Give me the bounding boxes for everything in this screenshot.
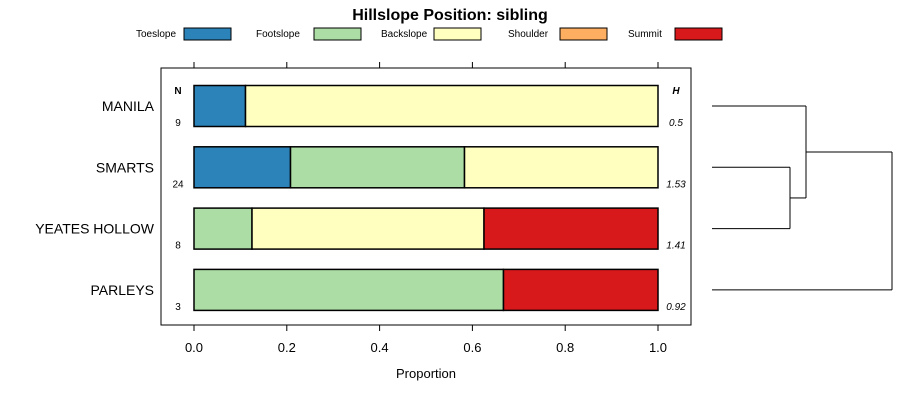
legend-swatch-footslope xyxy=(313,27,362,41)
category-label: PARLEYS xyxy=(90,282,154,298)
h-value: 0.5 xyxy=(669,118,683,129)
legend-label-toeslope: Toeslope xyxy=(136,29,176,40)
n-value: 24 xyxy=(172,179,184,190)
x-tick-label: 0.4 xyxy=(371,340,389,355)
bar-segment-footslope xyxy=(289,146,466,189)
category-label: YEATES HOLLOW xyxy=(35,221,155,237)
bar-segment-backslope xyxy=(251,207,485,250)
x-tick-label: 0.6 xyxy=(463,340,481,355)
bar-segment-toeslope xyxy=(193,84,247,128)
dendrogram xyxy=(712,105,893,291)
x-tick-label: 0.8 xyxy=(556,340,574,355)
legend: Toeslope Footslope Backslope Shoulder Summit xyxy=(136,27,723,41)
n-value: 8 xyxy=(175,241,181,252)
category-label: MANILA xyxy=(102,98,155,114)
n-value: 9 xyxy=(175,118,181,129)
bar-segment-footslope xyxy=(193,268,505,312)
x-tick-label: 1.0 xyxy=(649,340,667,355)
legend-swatch-backslope xyxy=(433,27,482,41)
h-value: 1.53 xyxy=(666,179,686,190)
legend-label-backslope: Backslope xyxy=(381,29,428,40)
bar-segment-summit xyxy=(502,268,659,312)
h-value: 0.92 xyxy=(666,302,686,313)
bar-segment-backslope xyxy=(244,84,659,128)
plot-frame xyxy=(160,67,692,326)
h-header: H xyxy=(672,86,680,97)
x-tick-label: 0.2 xyxy=(278,340,296,355)
bar-segment-toeslope xyxy=(193,146,292,189)
x-tick-label: 0.0 xyxy=(185,340,203,355)
legend-swatch-toeslope xyxy=(183,27,232,41)
bar-segment-summit xyxy=(483,207,659,250)
plot-area: 0.0 0.2 0.4 0.6 0.8 1.0 N H MANILA 9 0.5 SMARTS 24 1.… xyxy=(35,62,692,355)
n-value: 3 xyxy=(175,302,181,313)
chart-title: Hillslope Position: sibling xyxy=(352,7,548,24)
legend-label-shoulder: Shoulder xyxy=(508,29,549,40)
bar-segment-footslope xyxy=(193,207,253,250)
h-value: 1.41 xyxy=(666,241,685,252)
n-header: N xyxy=(174,86,181,97)
legend-label-summit: Summit xyxy=(628,29,662,40)
legend-swatch-summit xyxy=(674,27,723,41)
legend-label-footslope: Footslope xyxy=(256,29,300,40)
bar-segment-backslope xyxy=(463,146,659,189)
legend-swatch-shoulder xyxy=(559,27,608,41)
category-label: SMARTS xyxy=(96,159,154,175)
x-axis-label: Proportion xyxy=(396,366,456,381)
